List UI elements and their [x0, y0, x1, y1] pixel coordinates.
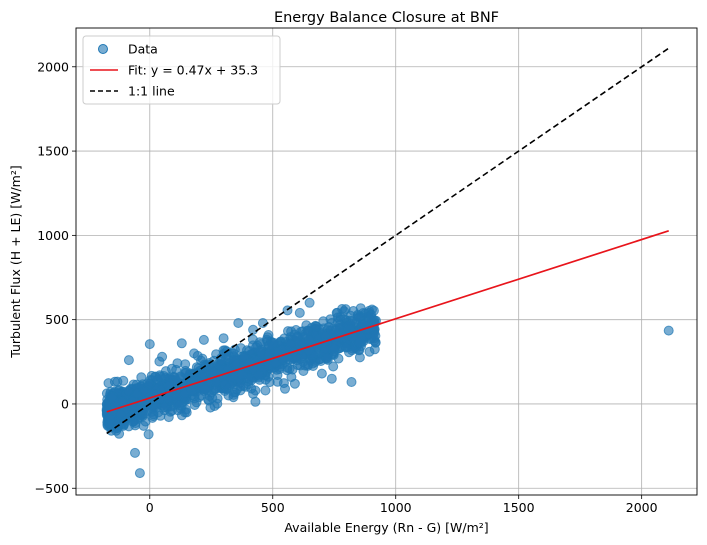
scatter-point: [237, 369, 248, 380]
scatter-point: [354, 352, 365, 363]
scatter-point: [263, 340, 274, 351]
scatter-point: [260, 385, 271, 396]
scatter-point: [304, 334, 315, 345]
scatter-point: [294, 307, 305, 318]
x-tick-label: 2000: [626, 500, 658, 515]
scatter-point: [355, 303, 366, 314]
scatter-point: [198, 334, 209, 345]
scatter-point: [253, 369, 264, 380]
scatter-point: [174, 400, 185, 411]
scatter-point: [353, 313, 364, 323]
series-lines: [106, 47, 670, 435]
scatter-point: [134, 468, 145, 479]
scatter-point: [346, 377, 357, 387]
grid-lines: [76, 28, 697, 495]
scatter-point: [270, 357, 281, 368]
scatter-point: [200, 384, 211, 395]
scatter-point: [130, 447, 140, 458]
scatter-point: [203, 395, 214, 406]
scatter-point: [118, 375, 129, 386]
scatter-point: [131, 388, 142, 399]
x-tick-label: 1000: [380, 500, 412, 515]
scatter-point: [354, 337, 365, 348]
plot-frame: [75, 27, 698, 496]
scatter-point: [212, 398, 223, 409]
y-tick-label: 0: [61, 396, 69, 411]
scatter-point: [138, 420, 149, 431]
scatter-point: [186, 386, 197, 396]
scatter-point: [181, 407, 192, 418]
y-tick-label: −500: [35, 481, 69, 496]
scatter-point: [159, 402, 170, 413]
scatter-point: [302, 360, 313, 371]
y-tick-label: 1500: [37, 144, 69, 159]
scatter-point: [180, 365, 191, 376]
legend-label-identity: 1:1 line: [128, 84, 175, 99]
scatter-point: [157, 351, 168, 362]
scatter-point: [142, 378, 153, 389]
scatter-point: [136, 372, 147, 383]
y-tick-label: 500: [45, 312, 69, 327]
scatter-point: [292, 332, 303, 343]
legend-box: [82, 35, 281, 105]
scatter-point: [191, 397, 202, 408]
scatter-point: [117, 396, 128, 407]
scatter-point: [107, 391, 118, 402]
scatter-point: [370, 330, 381, 341]
scatter-point: [323, 321, 334, 332]
scatter-point: [326, 373, 337, 384]
x-axis-label: Available Energy (Rn - G) [W/m²]: [284, 520, 488, 535]
scatter-point: [304, 297, 315, 308]
scatter-point: [123, 355, 134, 366]
legend-marker-data: [98, 44, 108, 54]
y-tick-label: 1000: [37, 228, 69, 243]
scatter-point: [233, 318, 244, 328]
legend: Data Fit: y = 0.47x + 35.3 1:1 line: [82, 35, 281, 105]
scatter-point: [248, 388, 259, 399]
scatter-point: [147, 412, 158, 423]
scatter-point: [257, 318, 268, 328]
y-tick-label: 2000: [37, 59, 69, 74]
scatter-point: [255, 346, 266, 357]
x-tick-label: 500: [261, 500, 285, 515]
scatter-point: [289, 378, 300, 389]
scatter-point: [143, 429, 154, 440]
scatter-point: [302, 325, 313, 336]
x-tick-label: 0: [146, 500, 154, 515]
scatter-point: [273, 346, 283, 357]
x-tick-label: 1500: [503, 500, 535, 515]
scatter-point: [322, 353, 332, 364]
scatter-point: [155, 371, 166, 382]
chart-title: Energy Balance Closure at BNF: [274, 10, 499, 26]
scatter-point: [231, 359, 241, 370]
scatter-point: [328, 361, 339, 372]
scatter-point: [663, 325, 674, 336]
scatter-point: [189, 348, 200, 359]
scatter-point: [264, 377, 275, 388]
scatter-point: [103, 418, 114, 429]
scatter-point: [341, 342, 352, 353]
scatter-point: [176, 338, 187, 349]
scatter-point: [123, 385, 134, 396]
scatter-point: [218, 333, 229, 344]
scatter-point: [316, 368, 327, 379]
scatter-point: [248, 340, 258, 351]
scatter-point: [103, 378, 114, 389]
scatter-point: [339, 306, 350, 317]
scatter-point: [366, 309, 377, 320]
scatter-point: [216, 355, 227, 366]
scatter-point: [310, 321, 321, 332]
y-axis-label: Turbulent Flux (H + LE) [W/m²]: [8, 165, 23, 359]
scatter-point: [144, 339, 155, 350]
scatter-point: [210, 377, 221, 388]
scatter-point: [248, 324, 259, 335]
legend-label-fit: Fit: y = 0.47x + 35.3: [128, 63, 258, 78]
scatter-point: [223, 390, 234, 401]
scatter-point: [163, 381, 174, 392]
scatter-point: [280, 383, 290, 394]
axis-ticks: 0 500 1000 1500 2000 −500 0 500 1000 1500 2000: [35, 59, 658, 515]
legend-label-data: Data: [128, 42, 158, 57]
fit-line: [106, 230, 669, 413]
